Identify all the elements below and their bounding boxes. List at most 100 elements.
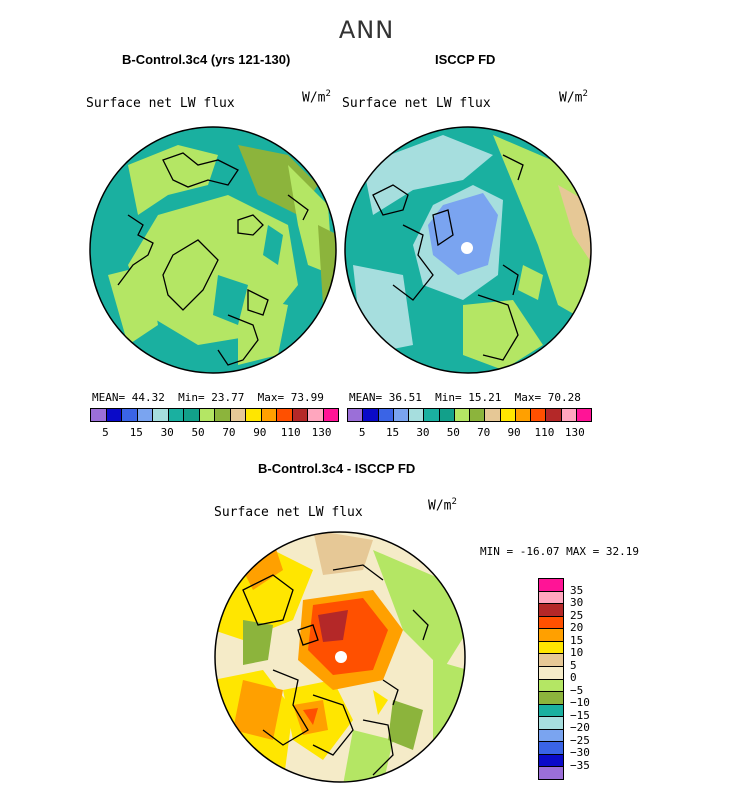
diff-colorbar-ticks: 35 30 25 20 15 10 5 0 −5 −10 −15 −20 −25 −30 −35 — [570, 578, 610, 778]
colorbar-swatch — [539, 615, 563, 629]
panel-1-colorbar — [90, 408, 339, 422]
colorbar-swatch — [424, 409, 440, 421]
colorbar-tick-label: 30 — [416, 426, 430, 439]
colorbar-swatch — [106, 409, 122, 421]
colorbar-swatch — [409, 409, 425, 421]
colorbar-swatch — [539, 741, 563, 754]
colorbar-swatch — [439, 409, 455, 421]
colorbar-swatch — [539, 703, 563, 717]
colorbar-swatch — [91, 409, 107, 421]
colorbar-swatch — [184, 409, 200, 421]
panel-2-colorbar-ticks: 5 15 30 50 70 90 110 130 — [347, 426, 590, 440]
colorbar-tick-label: 50 — [446, 426, 460, 439]
colorbar-swatch — [261, 409, 277, 421]
colorbar-tick-label: −30 — [570, 746, 590, 759]
colorbar-tick-label: −10 — [570, 696, 590, 709]
colorbar-tick-label: −35 — [570, 758, 590, 772]
panel-1-stats: MEAN= 44.32 Min= 23.77 Max= 73.99 — [92, 391, 324, 404]
panel-1-polar-map — [89, 126, 337, 374]
diff-panel-variable-label: Surface net LW flux — [214, 505, 363, 520]
diff-panel-title: B-Control.3c4 - ISCCP FD — [258, 461, 416, 476]
diff-colorbar — [538, 578, 564, 780]
colorbar-tick-label: 110 — [280, 426, 301, 439]
colorbar-swatch — [363, 409, 379, 421]
colorbar-tick-label: −25 — [570, 733, 590, 747]
colorbar-swatch — [539, 603, 563, 616]
panel-2-polar-map — [344, 126, 592, 374]
colorbar-swatch — [515, 409, 531, 421]
colorbar-tick-label: 0 — [570, 671, 577, 684]
colorbar-swatch — [539, 691, 563, 704]
panel-1-colorbar-ticks: 5 15 30 50 70 90 110 130 — [90, 426, 337, 440]
colorbar-tick-label: 130 — [311, 426, 332, 439]
colorbar-tick-label: 20 — [570, 621, 584, 634]
colorbar-swatch — [539, 590, 563, 604]
panel-1-variable-label: Surface net LW flux — [86, 96, 235, 111]
colorbar-swatch — [348, 409, 364, 421]
colorbar-tick-label: 15 — [129, 426, 143, 439]
colorbar-swatch — [539, 640, 563, 654]
colorbar-swatch — [277, 409, 293, 421]
colorbar-swatch — [576, 409, 591, 421]
diff-panel-polar-map — [214, 531, 466, 783]
colorbar-tick-label: −20 — [570, 721, 590, 734]
colorbar-tick-label: 70 — [477, 426, 491, 439]
colorbar-swatch — [546, 409, 562, 421]
colorbar-tick-label: 10 — [570, 646, 584, 659]
colorbar-swatch — [539, 678, 563, 692]
diff-panel-units: W/m2 — [428, 497, 457, 514]
colorbar-swatch — [470, 409, 486, 421]
panel-2-units: W/m2 — [559, 89, 588, 106]
colorbar-tick-label: 30 — [160, 426, 174, 439]
colorbar-swatch — [215, 409, 231, 421]
colorbar-tick-label: −5 — [570, 683, 584, 697]
coastlines — [242, 564, 429, 776]
coastlines — [117, 152, 309, 366]
coastlines — [372, 154, 524, 361]
colorbar-tick-label: 90 — [253, 426, 267, 439]
colorbar-swatch — [153, 409, 169, 421]
colorbar-tick-label: 70 — [222, 426, 236, 439]
colorbar-swatch — [539, 665, 563, 679]
pole-mask — [335, 651, 347, 663]
colorbar-swatch — [199, 409, 215, 421]
colorbar-swatch — [539, 579, 563, 591]
diff-panel-minmax: MIN = -16.07 MAX = 32.19 — [480, 545, 639, 558]
colorbar-swatch — [308, 409, 324, 421]
colorbar-swatch — [561, 409, 577, 421]
pole-mask — [461, 242, 473, 254]
colorbar-tick-label: 25 — [570, 608, 584, 622]
colorbar-swatch — [539, 766, 563, 779]
colorbar-swatch — [168, 409, 184, 421]
colorbar-tick-label: 110 — [534, 426, 555, 439]
panel-2-title: ISCCP FD — [435, 52, 496, 67]
low-flux-region — [428, 193, 498, 275]
panel-2-colorbar — [347, 408, 592, 422]
panel-2-variable-label: Surface net LW flux — [342, 96, 491, 111]
colorbar-swatch — [500, 409, 516, 421]
colorbar-swatch — [539, 753, 563, 767]
colorbar-tick-label: 35 — [570, 583, 584, 597]
colorbar-swatch — [137, 409, 153, 421]
colorbar-swatch — [539, 628, 563, 641]
colorbar-swatch — [393, 409, 409, 421]
colorbar-swatch — [378, 409, 394, 421]
colorbar-swatch — [230, 409, 246, 421]
colorbar-tick-label: 130 — [564, 426, 585, 439]
colorbar-swatch — [246, 409, 262, 421]
colorbar-swatch — [531, 409, 547, 421]
colorbar-tick-label: 15 — [385, 426, 400, 439]
colorbar-tick-label: 90 — [507, 426, 521, 439]
colorbar-swatch — [323, 409, 338, 421]
colorbar-tick-label: 5 — [358, 426, 366, 439]
colorbar-swatch — [485, 409, 501, 421]
colorbar-swatch — [292, 409, 308, 421]
colorbar-swatch — [122, 409, 138, 421]
colorbar-tick-label: 50 — [191, 426, 205, 439]
colorbar-swatch — [539, 728, 563, 742]
panel-1-title: B-Control.3c4 (yrs 121-130) — [122, 52, 291, 67]
colorbar-tick-label: 5 — [102, 426, 109, 439]
panel-2-stats: MEAN= 36.51 Min= 15.21 Max= 70.28 — [349, 391, 581, 404]
colorbar-tick-label: 30 — [570, 596, 584, 609]
panel-1-units: W/m2 — [302, 89, 331, 106]
